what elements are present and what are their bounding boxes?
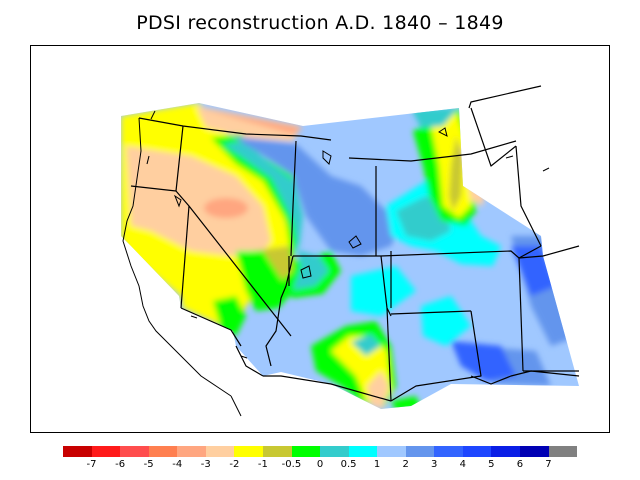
colorbar-swatch — [63, 446, 92, 457]
lakes — [173, 127, 550, 359]
colorbar-swatch — [520, 446, 549, 457]
colorbar-label: 0.5 — [340, 459, 357, 470]
colorbar-swatch — [148, 446, 178, 457]
colorbar — [63, 446, 578, 457]
colorbar-labels: -7 -6 -5 -4 -3 -2 -1 -0.5 0 0.5 1 2 3 4 5 6 7 — [63, 459, 577, 473]
colorbar-swatch — [405, 446, 435, 457]
colorbar-swatch — [120, 446, 149, 457]
colorbar-label: 1 — [373, 459, 381, 470]
colorbar-label: -5 — [143, 459, 154, 470]
colorbar-label: 0 — [316, 459, 324, 470]
colorbar-swatch — [234, 446, 263, 457]
colorbar-swatch — [491, 446, 520, 457]
colorbar-label: -4 — [172, 459, 183, 470]
colorbar-label: -3 — [200, 459, 211, 470]
state-boundaries — [130, 85, 580, 402]
pdsi-shaded-field — [121, 103, 579, 409]
coastline — [122, 110, 242, 417]
colorbar-swatch — [177, 446, 206, 457]
pdsi-map — [121, 85, 580, 417]
map-title: PDSI reconstruction A.D. 1840 – 1849 — [136, 12, 504, 34]
colorbar-swatch — [291, 446, 321, 457]
colorbar-label: -7 — [86, 459, 97, 470]
colorbar-swatch — [548, 446, 578, 457]
colorbar-label: 7 — [545, 459, 552, 470]
colorbar-label: 4 — [459, 459, 466, 470]
colorbar-swatch — [320, 446, 349, 457]
colorbar-swatch — [91, 446, 121, 457]
colorbar-label: -0.5 — [281, 459, 302, 470]
colorbar-label: -6 — [115, 459, 126, 470]
colorbar-label: -1 — [257, 459, 268, 470]
colorbar-swatch — [462, 446, 492, 457]
colorbar-swatch — [377, 446, 406, 457]
colorbar-label: 2 — [402, 459, 409, 470]
colorbar-swatch — [348, 446, 378, 457]
colorbar-swatch — [262, 446, 292, 457]
colorbar-label: 6 — [516, 459, 524, 470]
colorbar-label: 3 — [431, 459, 438, 470]
map-panel — [30, 45, 610, 433]
colorbar-swatch — [434, 446, 463, 457]
colorbar-swatch — [205, 446, 235, 457]
colorbar-label: -2 — [229, 459, 240, 470]
colorbar-label: 5 — [488, 459, 495, 470]
